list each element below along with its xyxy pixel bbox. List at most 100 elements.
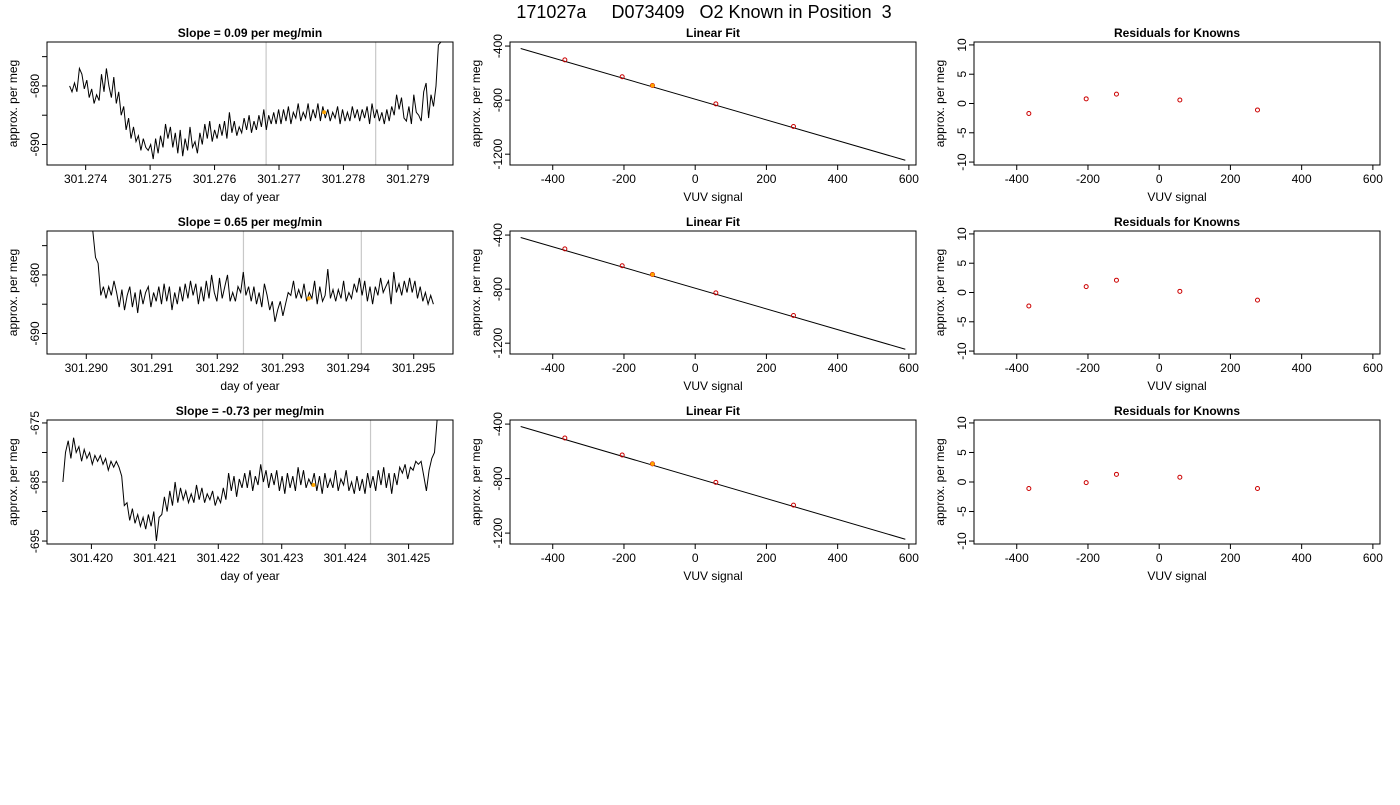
residuals-panel: Residuals for Knowns -400 -200 0 200 400 600 VU… <box>933 404 1383 583</box>
x-axis-label: VUV signal <box>1147 379 1206 393</box>
x-tick-label: 400 <box>1292 172 1312 186</box>
series-line <box>69 42 444 160</box>
y-tick-label: -680 <box>28 74 42 98</box>
data-point <box>619 452 625 458</box>
x-tick-label: 301.295 <box>392 361 436 375</box>
x-tick-label: 0 <box>1156 361 1163 375</box>
x-tick-label: 301.425 <box>387 551 431 565</box>
panel-title: Linear Fit <box>686 404 740 418</box>
x-tick-label: 301.294 <box>327 361 371 375</box>
plot-area <box>520 48 906 161</box>
data-point <box>1083 284 1089 290</box>
linear-fit-panel: Linear Fit -400 -200 0 200 400 600 VUV signal -4… <box>469 404 919 583</box>
highlight-point <box>650 461 655 466</box>
plot-frame <box>46 230 454 355</box>
x-tick-label: 301.275 <box>128 172 172 186</box>
x-tick-label: 400 <box>1292 361 1312 375</box>
highlight-point <box>311 482 316 487</box>
data-point <box>1177 97 1183 103</box>
x-tick-label: -400 <box>541 551 565 565</box>
x-tick-label: 600 <box>1363 551 1383 565</box>
panel-title: Slope = 0.65 per meg/min <box>178 215 322 229</box>
slope-panel: Slope = 0.09 per meg/min 301.274 301.275 30… <box>6 26 454 204</box>
y-tick-label: 0 <box>955 100 969 107</box>
series-line <box>62 420 438 542</box>
data-point <box>1254 485 1260 491</box>
x-tick-label: 600 <box>899 551 919 565</box>
fit-line <box>520 237 906 350</box>
data-point <box>790 502 796 508</box>
x-tick-label: -200 <box>1076 361 1100 375</box>
slope-panel: Slope = 0.65 per meg/min 301.290 301.291 30… <box>6 215 454 393</box>
linear-fit-panel: Linear Fit -400 -200 0 200 400 600 VUV signal -4… <box>469 26 919 204</box>
series-line <box>92 231 434 322</box>
y-tick-label: -685 <box>28 470 42 494</box>
x-axis-label: VUV signal <box>1147 190 1206 204</box>
data-point <box>1026 485 1032 491</box>
x-tick-label: 301.292 <box>196 361 240 375</box>
y-axis-label: approx. per meg <box>933 60 947 147</box>
x-tick-label: 600 <box>1363 361 1383 375</box>
data-point <box>790 312 796 318</box>
slope-panel: Slope = -0.73 per meg/min 301.420 301.421 3… <box>6 404 454 583</box>
x-tick-label: 301.421 <box>133 551 177 565</box>
x-tick-label: 600 <box>899 172 919 186</box>
data-point <box>713 101 719 107</box>
y-tick-label: -800 <box>491 466 505 490</box>
data-point <box>562 246 568 252</box>
y-tick-label: 0 <box>955 289 969 296</box>
x-tick-label: 400 <box>828 361 848 375</box>
y-tick-label: -5 <box>955 127 969 138</box>
x-tick-label: 301.279 <box>386 172 430 186</box>
data-point <box>1083 480 1089 486</box>
x-tick-label: -400 <box>541 172 565 186</box>
highlight-point <box>650 272 655 277</box>
x-tick-label: 301.277 <box>257 172 301 186</box>
fit-line <box>520 426 906 540</box>
x-axis-label: day of year <box>220 379 279 393</box>
panel-title: Slope = 0.09 per meg/min <box>178 26 322 40</box>
y-tick-label: 5 <box>955 449 969 456</box>
y-tick-label: -690 <box>28 132 42 156</box>
y-axis-label: approx. per meg <box>469 60 483 147</box>
data-point <box>1026 110 1032 116</box>
fit-line <box>520 48 906 161</box>
y-tick-label: -1200 <box>491 328 505 359</box>
y-tick-label: -675 <box>28 411 42 435</box>
x-tick-label: 301.420 <box>70 551 114 565</box>
x-tick-label: -200 <box>612 172 636 186</box>
data-point <box>1113 91 1119 97</box>
x-tick-label: 301.276 <box>193 172 237 186</box>
y-axis-label: approx. per meg <box>6 249 20 336</box>
y-tick-label: -10 <box>955 342 969 360</box>
y-tick-label: -800 <box>491 88 505 112</box>
y-tick-label: -680 <box>28 263 42 287</box>
x-tick-label: 600 <box>899 361 919 375</box>
y-tick-label: -10 <box>955 532 969 550</box>
panels-container: Slope = 0.09 per meg/min 301.274 301.275 30… <box>6 26 1383 583</box>
data-point <box>619 263 625 269</box>
x-tick-label: 0 <box>1156 551 1163 565</box>
x-tick-label: -400 <box>541 361 565 375</box>
y-tick-label: -1200 <box>491 517 505 548</box>
plot-area <box>520 426 906 540</box>
plot-area <box>69 42 444 165</box>
data-point <box>1083 96 1089 102</box>
x-tick-label: -200 <box>1076 172 1100 186</box>
x-tick-label: 301.293 <box>261 361 305 375</box>
x-tick-label: -200 <box>1076 551 1100 565</box>
panel-title: Linear Fit <box>686 215 740 229</box>
panel-title: Residuals for Knowns <box>1114 26 1240 40</box>
linear-fit-panel: Linear Fit -400 -200 0 200 400 600 VUV signal -4… <box>469 215 919 393</box>
x-tick-label: 200 <box>756 551 776 565</box>
data-point <box>562 435 568 441</box>
y-tick-label: -5 <box>955 506 969 517</box>
data-point <box>1254 107 1260 113</box>
y-tick-label: -800 <box>491 277 505 301</box>
x-tick-label: 400 <box>828 172 848 186</box>
x-axis-label: VUV signal <box>683 379 742 393</box>
data-point <box>713 290 719 296</box>
y-tick-label: 10 <box>955 416 969 430</box>
x-tick-label: -200 <box>612 551 636 565</box>
